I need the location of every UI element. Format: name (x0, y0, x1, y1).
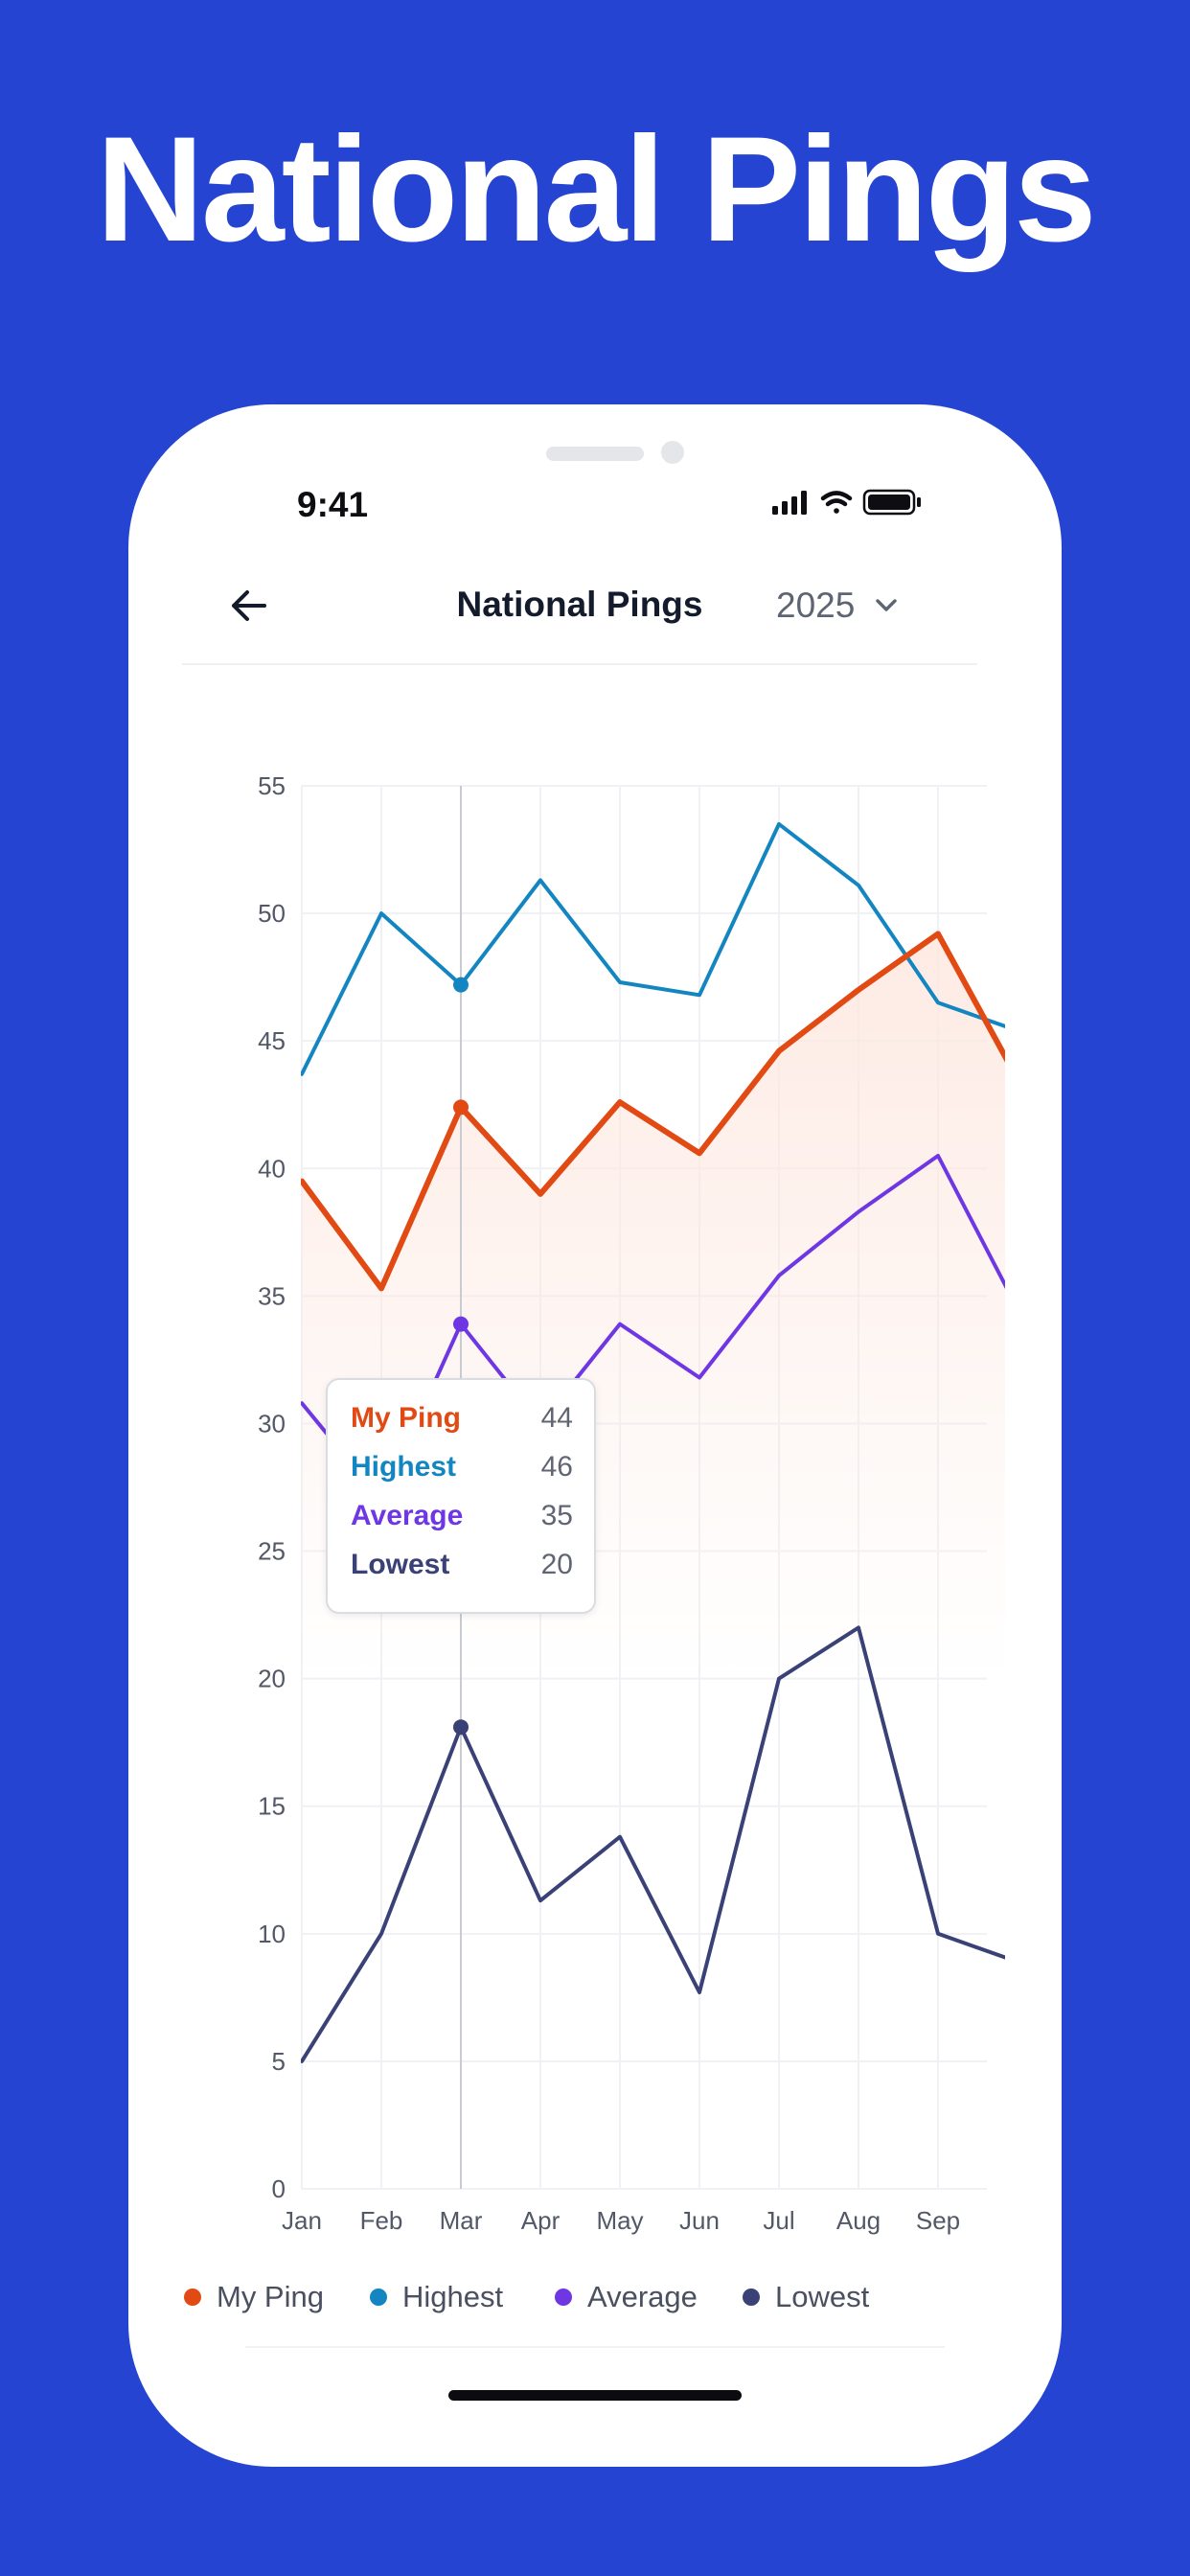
arrow-left-icon[interactable] (222, 579, 276, 632)
legend-item-lowest[interactable]: Lowest (743, 2273, 869, 2321)
x-tick-label: Sep (916, 2206, 960, 2235)
tooltip-label: Lowest (351, 1549, 450, 1580)
camera-dot (661, 441, 684, 464)
tooltip-value: 35 (540, 1500, 573, 1531)
y-tick-label: 40 (258, 1154, 286, 1183)
series-line-lowest (301, 1625, 1005, 2063)
phone-frame: 9:41 National Pings 2025 (128, 404, 1062, 2467)
speaker-pill (546, 447, 644, 461)
legend-label: Lowest (775, 2280, 870, 2313)
tooltip-row-average: Average 35 (351, 1497, 573, 1535)
legend-item-average[interactable]: Average (555, 2273, 698, 2321)
hero-title: National Pings (96, 106, 1096, 273)
legend-dot (370, 2288, 387, 2306)
legend-label: Average (587, 2280, 698, 2313)
legend-dot (184, 2288, 201, 2306)
year-select[interactable]: 2025 (776, 579, 901, 632)
x-tick-label: Aug (836, 2206, 881, 2235)
tooltip-value: 46 (540, 1451, 573, 1483)
y-tick-label: 15 (258, 1792, 286, 1821)
x-axis: Jan Feb Mar Apr May Jun Jul Aug Sep (282, 2206, 960, 2235)
x-tick-label: Jul (763, 2206, 794, 2235)
legend-dot (555, 2288, 572, 2306)
status-time: 9:41 (297, 485, 369, 524)
tooltip-label: Highest (351, 1451, 457, 1483)
legend-label: Highest (402, 2280, 504, 2313)
chart-tooltip: My Ping 44 Highest 46 Average 35 Lowest … (326, 1378, 596, 1614)
tooltip-row-highest: Highest 46 (351, 1448, 573, 1486)
legend-label: My Ping (217, 2280, 324, 2313)
y-tick-label: 20 (258, 1665, 286, 1693)
y-tick-label: 45 (258, 1026, 286, 1055)
y-tick-label: 25 (258, 1537, 286, 1566)
tooltip-value: 20 (540, 1549, 573, 1580)
x-tick-label: Apr (521, 2206, 561, 2235)
year-value: 2025 (776, 586, 856, 625)
status-icons (772, 489, 921, 516)
battery-icon (862, 489, 921, 516)
tooltip-label: My Ping (351, 1402, 462, 1434)
tooltip-label: Average (351, 1500, 464, 1531)
y-tick-label: 55 (258, 771, 286, 800)
x-tick-label: Mar (440, 2206, 483, 2235)
chart-legend: My Ping Highest Average Lowest (171, 2273, 1014, 2321)
legend-divider (245, 2346, 945, 2348)
legend-item-my-ping[interactable]: My Ping (184, 2273, 324, 2321)
legend-item-highest[interactable]: Highest (370, 2273, 503, 2321)
y-tick-label: 5 (272, 2047, 286, 2076)
cellular-signal-icon (772, 491, 807, 515)
data-point-my-ping (453, 1099, 469, 1116)
tooltip-row-lowest: Lowest 20 (351, 1546, 573, 1584)
y-tick-label: 35 (258, 1281, 286, 1310)
y-tick-label: 0 (272, 2174, 286, 2203)
data-point-lowest (453, 1719, 469, 1736)
tooltip-value: 44 (540, 1402, 573, 1434)
y-tick-label: 30 (258, 1409, 286, 1438)
y-tick-label: 50 (258, 899, 286, 928)
app-header: National Pings 2025 (182, 558, 977, 665)
x-tick-label: Jan (282, 2206, 322, 2235)
chevron-down-icon (876, 599, 898, 611)
x-tick-label: Jun (679, 2206, 720, 2235)
y-tick-label: 10 (258, 1920, 286, 1948)
legend-dot (743, 2288, 760, 2306)
home-indicator (448, 2390, 742, 2401)
data-point-highest (453, 977, 469, 993)
series-line-highest (301, 821, 1005, 1076)
wifi-icon (820, 491, 853, 514)
page-title: National Pings (456, 585, 703, 624)
x-tick-label: May (596, 2206, 643, 2235)
tooltip-row-my-ping: My Ping 44 (351, 1399, 573, 1438)
data-point-average (453, 1316, 469, 1332)
series-line-my-ping (301, 931, 1005, 1292)
y-axis: 0 5 10 15 20 25 30 35 40 45 50 55 (258, 771, 286, 2203)
x-tick-label: Feb (360, 2206, 403, 2235)
